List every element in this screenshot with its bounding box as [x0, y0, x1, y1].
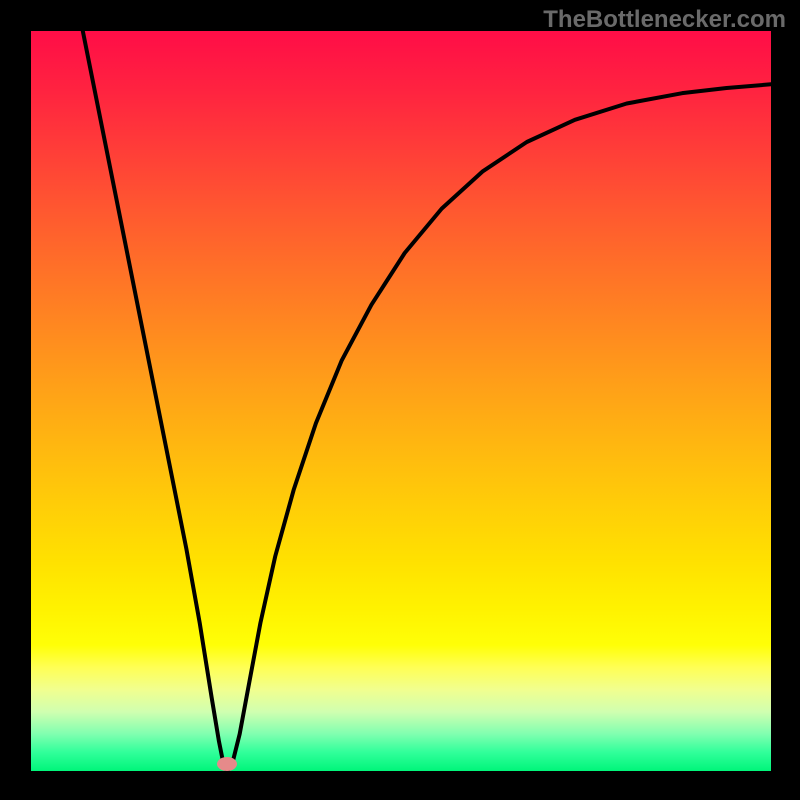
curve-path [83, 31, 771, 771]
watermark-text: TheBottlenecker.com [543, 6, 786, 34]
chart-container: TheBottlenecker.com [0, 0, 800, 800]
minimum-marker [217, 757, 237, 771]
plot-area [31, 31, 771, 771]
curve-svg [31, 31, 771, 771]
